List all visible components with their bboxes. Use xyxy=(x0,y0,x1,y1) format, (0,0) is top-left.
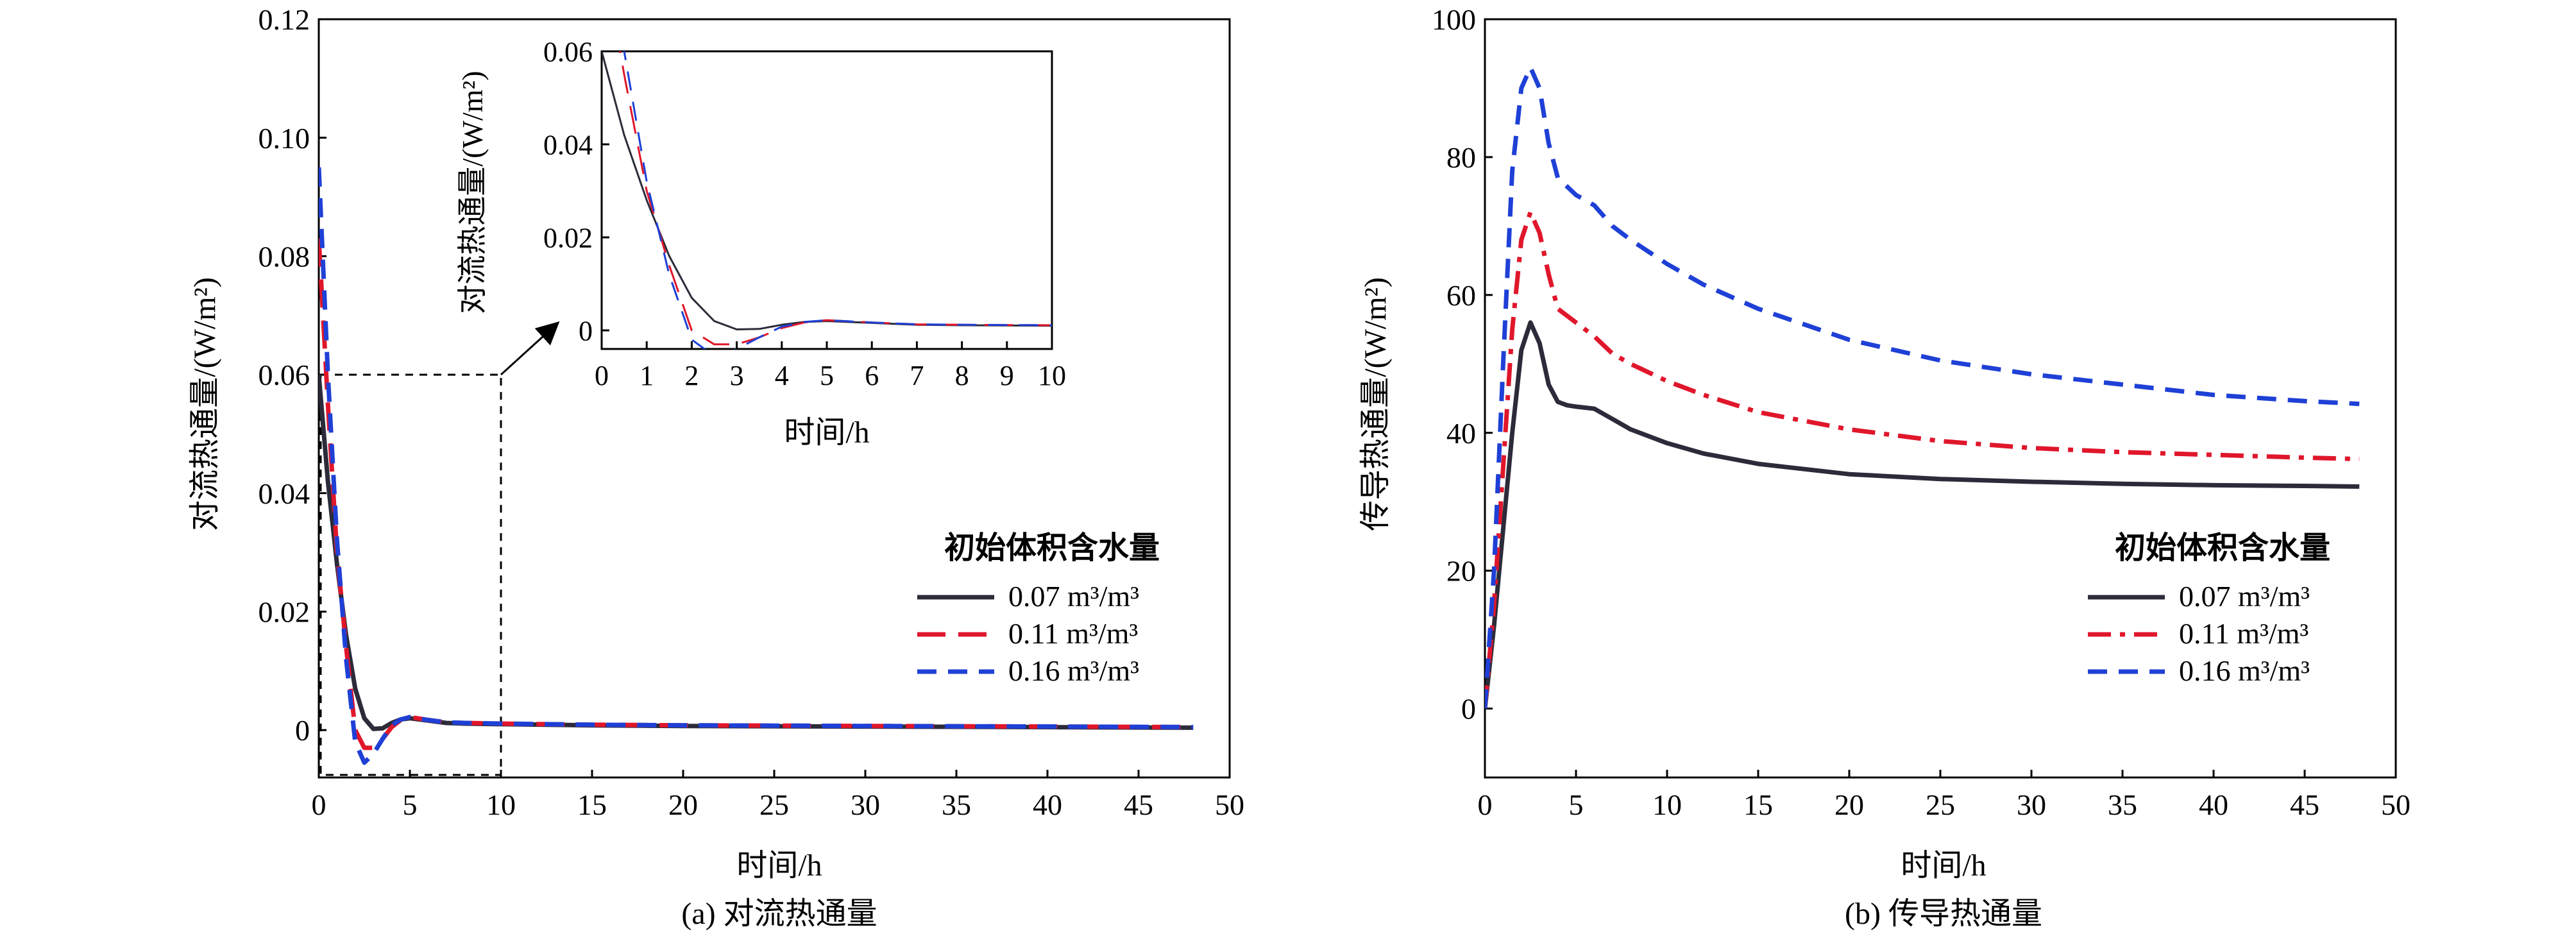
b-x-tick-label: 40 xyxy=(2199,788,2228,821)
inset-series-line-2 xyxy=(619,51,1052,346)
a-legend-label-3: 0.16 m³/m³ xyxy=(1008,654,1139,687)
b-x-tick-label: 25 xyxy=(1926,788,1955,821)
b-x-tick-label: 0 xyxy=(1478,788,1493,821)
b-y-tick-label: 80 xyxy=(1446,141,1476,174)
a-x-tick-label: 5 xyxy=(403,788,418,821)
a-y-tick-label: 0 xyxy=(295,714,310,747)
b-series-line-3 xyxy=(1485,65,2360,709)
zoom-box xyxy=(319,373,502,776)
inset-x-tick-label: 10 xyxy=(1038,360,1066,391)
a-x-tick-label: 50 xyxy=(1215,788,1244,821)
caption-a: (a) 对流热通量 xyxy=(681,897,877,931)
b-y-tick-label: 0 xyxy=(1461,693,1476,726)
inset-y-tick-label: 0.02 xyxy=(543,222,593,253)
series-group-a xyxy=(319,167,1194,765)
legend-title-a: 初始体积含水量 xyxy=(944,531,1160,565)
b-legend-label-3: 0.16 m³/m³ xyxy=(2179,654,2310,687)
legend-a: 0.07 m³/m³ 0.11 m³/m³ 0.16 m³/m³ xyxy=(917,580,1139,687)
b-legend-label-1: 0.07 m³/m³ xyxy=(2179,580,2310,613)
a-x-tick-label: 35 xyxy=(942,788,971,821)
y-axis-label-b: 传导热通量/(W/m²) xyxy=(1359,277,1393,531)
inset-x-axis-label: 时间/h xyxy=(784,416,869,450)
a-y-tick-label: 0.08 xyxy=(258,240,310,273)
axis-ticks-a: 0 5 10 15 20 25 30 35 40 45 5000.020.040.060.080.1… xyxy=(258,3,1245,821)
inset-x-tick-label: 4 xyxy=(775,360,789,391)
inset-x-tick-label: 5 xyxy=(820,360,834,391)
a-x-tick-label: 25 xyxy=(759,788,789,821)
inset-y-tick-label: 0.06 xyxy=(543,36,593,67)
legend-b: 0.07 m³/m³ 0.11 m³/m³ 0.16 m³/m³ xyxy=(2088,580,2310,687)
inset-series-group xyxy=(602,51,1052,349)
inset-x-tick-label: 6 xyxy=(865,360,879,391)
a-y-tick-label: 0.10 xyxy=(258,122,310,155)
a-y-tick-label: 0.02 xyxy=(258,596,310,629)
b-series-line-1 xyxy=(1485,320,2360,709)
inset-y-tick-label: 0 xyxy=(579,315,593,346)
x-axis-label-b: 时间/h xyxy=(1901,849,1986,883)
inset-x-tick-label: 8 xyxy=(955,360,969,391)
inset-x-tick-label: 3 xyxy=(730,360,744,391)
b-y-tick-label: 60 xyxy=(1446,279,1476,312)
b-x-tick-label: 20 xyxy=(1835,788,1864,821)
a-x-tick-label: 10 xyxy=(486,788,516,821)
a-x-tick-label: 45 xyxy=(1124,788,1153,821)
inset-y-axis-label: 对流热通量/(W/m²) xyxy=(456,71,489,314)
a-y-tick-label: 0.12 xyxy=(258,3,310,36)
b-y-tick-label: 100 xyxy=(1432,3,1476,36)
b-x-tick-label: 45 xyxy=(2290,788,2319,821)
b-y-tick-label: 20 xyxy=(1446,555,1476,588)
a-legend-label-2: 0.11 m³/m³ xyxy=(1008,617,1138,650)
b-y-tick-label: 40 xyxy=(1446,417,1476,450)
inset-x-tick-label: 0 xyxy=(595,360,609,391)
axis-ticks-b: 0 5 10 15 20 25 30 35 40 45 50 0 20 40 60 80 100 xyxy=(1432,3,2411,821)
a-legend-label-1: 0.07 m³/m³ xyxy=(1008,580,1139,613)
caption-b: (b) 传导热通量 xyxy=(1845,897,2042,931)
inset-x-tick-label: 7 xyxy=(910,360,924,391)
zoom-arrow xyxy=(500,321,560,376)
b-legend-label-2: 0.11 m³/m³ xyxy=(2179,617,2309,650)
a-x-tick-label: 15 xyxy=(577,788,607,821)
b-x-tick-label: 15 xyxy=(1743,788,1773,821)
a-x-tick-label: 30 xyxy=(851,788,880,821)
inset-x-tick-label: 9 xyxy=(1000,360,1014,391)
legend-title-b: 初始体积含水量 xyxy=(2115,531,2330,565)
b-x-tick-label: 50 xyxy=(2381,788,2411,821)
b-x-tick-label: 5 xyxy=(1569,788,1584,821)
a-y-tick-label: 0.06 xyxy=(258,359,310,391)
series-group-b xyxy=(1485,65,2360,709)
inset-y-tick-label: 0.04 xyxy=(543,129,593,160)
inset-x-tick-label: 1 xyxy=(640,360,654,391)
y-axis-label-a: 对流热通量/(W/m²) xyxy=(188,277,222,531)
a-y-tick-label: 0.04 xyxy=(258,477,310,510)
b-x-tick-label: 10 xyxy=(1652,788,1682,821)
inset-series-line-3 xyxy=(623,51,1052,349)
b-x-tick-label: 35 xyxy=(2108,788,2137,821)
chart-a: 0 5 10 15 20 25 30 35 40 45 5000.020.040.060.080.1… xyxy=(188,3,1244,931)
a-x-tick-label: 20 xyxy=(668,788,698,821)
x-axis-label-a: 时间/h xyxy=(736,849,822,883)
zoom-region-a xyxy=(319,321,560,776)
inset-x-tick-label: 2 xyxy=(684,360,699,391)
inset-frame xyxy=(600,50,1053,350)
a-series-line-3 xyxy=(319,167,1194,765)
a-x-tick-label: 0 xyxy=(312,788,326,821)
a-x-tick-label: 40 xyxy=(1033,788,1062,821)
b-x-tick-label: 30 xyxy=(2017,788,2046,821)
chart-b: 0 5 10 15 20 25 30 35 40 45 50 0 20 40 60 80 100 时间/h 传导… xyxy=(1359,3,2411,931)
